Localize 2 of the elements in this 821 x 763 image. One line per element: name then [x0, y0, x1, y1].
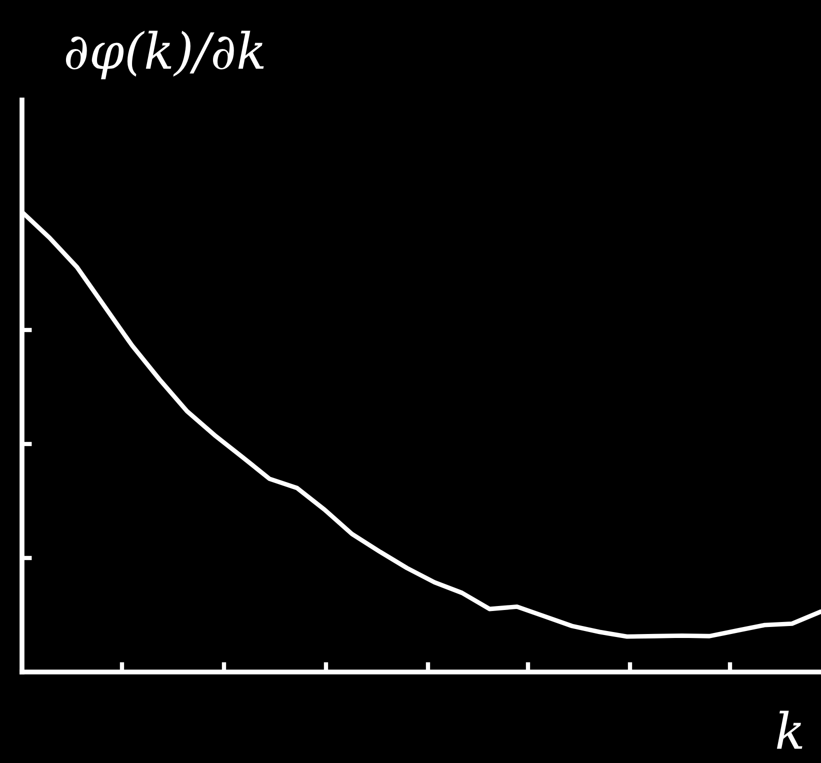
x-axis-title: k — [776, 710, 802, 749]
y-axis-title: ∂φ(k)/∂k — [66, 30, 264, 80]
